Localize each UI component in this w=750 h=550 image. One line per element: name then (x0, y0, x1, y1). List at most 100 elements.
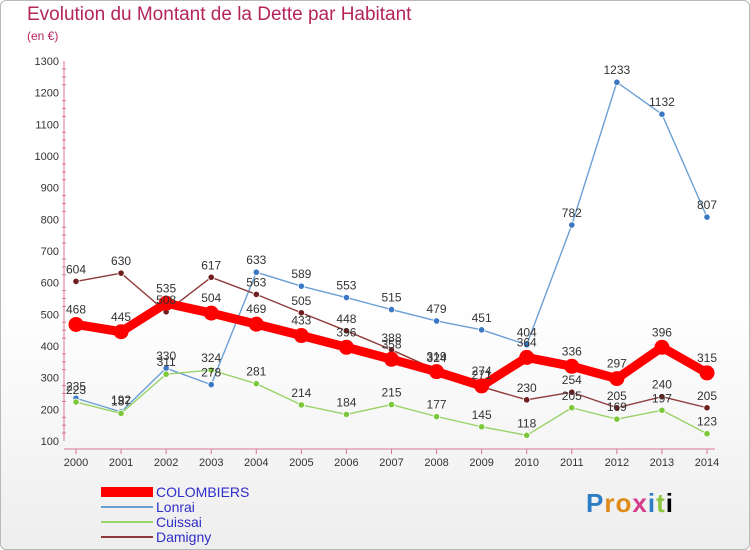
y-tick-label: 700 (41, 246, 59, 258)
data-point-damigny (658, 393, 666, 401)
data-point-colombiers (248, 316, 264, 332)
y-tick-label: 900 (41, 183, 59, 195)
x-tick-label: 2000 (64, 457, 88, 469)
data-point-colombiers (158, 295, 174, 311)
data-label-lonrai: 782 (562, 206, 582, 220)
data-point-damigny (568, 388, 576, 396)
data-label-damigny: 254 (562, 373, 582, 387)
chart-unit: (en €) (27, 29, 59, 43)
data-label-lonrai: 553 (336, 279, 356, 293)
data-label-damigny: 505 (291, 294, 311, 308)
data-point-lonrai (523, 341, 531, 349)
x-tick-label: 2005 (289, 457, 313, 469)
data-label-cuissai: 214 (291, 386, 311, 400)
data-point-cuissai (432, 413, 441, 421)
data-point-damigny (523, 396, 531, 404)
legend-label-cuissai: Cuissai (156, 514, 202, 530)
data-label-cuissai: 324 (201, 351, 221, 365)
series-cuissai (72, 366, 711, 439)
data-point-colombiers (113, 324, 129, 340)
data-label-lonrai: 451 (472, 311, 492, 325)
data-point-cuissai (207, 366, 215, 374)
data-point-colombiers (429, 364, 445, 380)
data-label-damigny: 604 (66, 262, 86, 276)
data-point-damigny (297, 309, 305, 317)
legend-swatch-colombiers (101, 487, 153, 497)
y-tick-label: 400 (41, 341, 59, 353)
data-point-cuissai (703, 430, 711, 438)
data-label-colombiers: 504 (201, 291, 221, 305)
data-point-colombiers (474, 378, 490, 394)
data-point-damigny (613, 404, 621, 412)
x-tick-label: 2007 (379, 457, 403, 469)
y-tick-label: 200 (41, 404, 59, 416)
data-point-colombiers (203, 305, 219, 321)
data-label-lonrai: 515 (381, 291, 401, 305)
data-point-lonrai (207, 381, 215, 389)
chart-title: Evolution du Montant de la Dette par Hab… (27, 4, 412, 25)
data-label-colombiers: 336 (562, 344, 582, 358)
data-point-lonrai (568, 221, 576, 229)
legend-swatch-cuissai (101, 521, 153, 523)
legend-label-lonrai: Lonrai (156, 499, 195, 515)
data-point-cuissai (613, 415, 621, 423)
data-label-layer: 2351923302786335895535154794514047821233… (66, 63, 717, 430)
data-point-colombiers (338, 339, 354, 355)
data-label-cuissai: 123 (697, 415, 717, 429)
data-point-cuissai (658, 406, 666, 414)
data-label-damigny: 563 (246, 275, 266, 289)
data-label-lonrai: 633 (246, 253, 266, 267)
series-layer (68, 78, 715, 439)
data-point-cuissai (568, 404, 576, 412)
data-label-colombiers: 445 (111, 310, 131, 324)
legend-swatch-lonrai (101, 506, 153, 508)
data-label-colombiers: 364 (517, 335, 537, 349)
data-label-damigny: 230 (517, 381, 537, 395)
data-point-colombiers (609, 371, 625, 387)
data-point-colombiers (699, 365, 715, 381)
data-label-cuissai: 197 (652, 391, 672, 405)
data-point-damigny (252, 290, 260, 298)
data-point-lonrai (478, 326, 486, 334)
data-label-lonrai: 589 (291, 267, 311, 281)
legend-label-damigny: Damigny (156, 529, 212, 545)
data-label-lonrai: 192 (111, 393, 131, 407)
data-point-cuissai (297, 401, 305, 409)
data-label-colombiers: 297 (607, 357, 627, 371)
data-label-colombiers: 319 (427, 350, 447, 364)
data-label-lonrai: 1132 (649, 95, 675, 109)
data-label-damigny: 508 (156, 293, 176, 307)
data-point-cuissai (72, 398, 80, 406)
x-tick-label: 2001 (109, 457, 133, 469)
data-label-damigny: 271 (472, 368, 492, 382)
data-label-cuissai: 215 (381, 386, 401, 400)
y-tick-label: 800 (41, 214, 59, 226)
data-point-lonrai (658, 110, 666, 118)
x-tick-label: 2012 (605, 457, 629, 469)
data-label-cuissai: 311 (157, 355, 176, 369)
data-point-colombiers (384, 351, 399, 367)
data-label-damigny: 240 (652, 378, 672, 392)
data-label-lonrai: 330 (156, 349, 176, 363)
data-label-colombiers: 469 (246, 302, 266, 316)
data-label-lonrai: 235 (66, 379, 86, 393)
data-point-lonrai (297, 282, 305, 290)
y-tick-label: 1300 (35, 56, 59, 68)
x-tick-label: 2009 (469, 457, 493, 469)
series-colombiers (68, 295, 715, 394)
data-point-damigny (117, 269, 125, 277)
x-tick-label: 2011 (560, 457, 584, 469)
data-label-lonrai: 479 (427, 302, 447, 316)
data-point-colombiers (654, 339, 670, 355)
data-point-colombiers (519, 349, 535, 365)
data-label-damigny: 205 (697, 389, 717, 403)
data-label-colombiers: 535 (156, 281, 176, 295)
y-tick-label: 300 (41, 373, 59, 385)
data-point-lonrai (252, 268, 260, 276)
data-label-damigny: 617 (201, 258, 221, 272)
data-point-lonrai (703, 213, 711, 221)
data-point-colombiers (564, 358, 580, 374)
data-label-cuissai: 281 (246, 365, 266, 379)
data-label-damigny: 448 (336, 312, 356, 326)
